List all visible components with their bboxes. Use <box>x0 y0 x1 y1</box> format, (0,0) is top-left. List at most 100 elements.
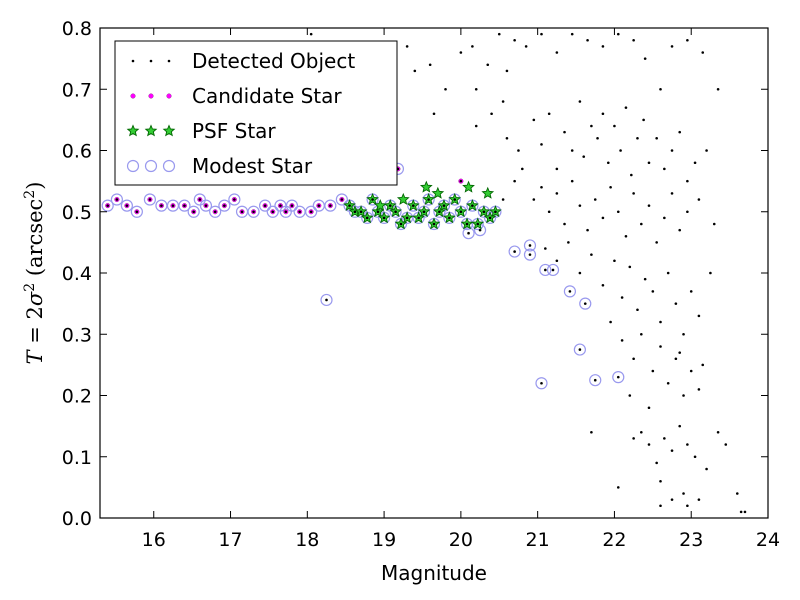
x-tick-label: 21 <box>526 529 550 551</box>
detected-object-point <box>348 204 351 207</box>
detected-object-point <box>606 161 610 165</box>
detected-object-point <box>438 210 441 214</box>
detected-object-point <box>513 179 516 183</box>
detected-object-point <box>619 149 622 152</box>
detected-object-point <box>555 51 559 54</box>
y-axis-label: T = 2σ2 (arcsec2) <box>22 182 47 365</box>
detected-object-point <box>601 112 605 116</box>
detected-object-point <box>643 277 647 281</box>
modest-star-point <box>508 245 521 258</box>
detected-object-point <box>705 149 708 152</box>
legend-swatch-detected <box>149 59 153 63</box>
modest-star-point <box>563 285 577 298</box>
modest-star-point <box>285 199 299 212</box>
detected-object-point <box>240 210 244 214</box>
detected-object-point <box>501 198 505 201</box>
detected-object-point <box>593 378 597 382</box>
detected-object-point <box>570 32 574 36</box>
detected-object-point <box>413 69 417 73</box>
modest-star-point <box>612 371 625 384</box>
detected-object-point <box>682 492 685 495</box>
detected-object-point <box>422 210 426 214</box>
detected-object-point <box>643 57 647 60</box>
detected-object-point <box>636 136 639 140</box>
detected-object-point <box>520 167 524 171</box>
legend-swatch-psf <box>144 124 158 137</box>
detected-object-point <box>298 210 301 214</box>
detected-object-point <box>501 100 505 103</box>
detected-object-point <box>705 467 708 471</box>
detected-object-point <box>686 210 689 214</box>
legend-swatch-detected <box>167 59 171 63</box>
x-tick-label: 17 <box>218 529 242 551</box>
x-tick-label: 24 <box>756 529 780 551</box>
detected-object-point <box>670 192 674 195</box>
detected-object-point <box>609 320 612 324</box>
detected-object-point <box>411 204 415 207</box>
detected-object-point <box>213 210 217 214</box>
detected-object-point <box>578 204 582 207</box>
modest-star-point <box>335 193 348 206</box>
detected-object-point <box>405 216 409 220</box>
detected-object-point <box>465 222 469 226</box>
detected-object-point <box>642 118 645 122</box>
modest-star-series <box>101 162 625 390</box>
detected-object-point <box>432 112 436 116</box>
detected-object-point <box>659 87 662 91</box>
detected-object-point <box>670 498 674 501</box>
detected-object-point <box>697 198 701 201</box>
modest-star-point <box>218 199 231 212</box>
y-label-eq: = 2 <box>23 306 47 350</box>
detected-object-point <box>632 437 635 440</box>
detected-object-point <box>693 161 697 165</box>
detected-object-point <box>317 204 321 207</box>
detected-object-point <box>471 204 474 207</box>
y-label-sup-1: 2 <box>22 283 38 292</box>
detected-object-point <box>476 222 480 226</box>
detected-object-point <box>160 204 163 207</box>
detected-object-point <box>689 369 693 373</box>
detected-object-point <box>382 216 386 220</box>
detected-object-point <box>570 179 574 183</box>
detected-object-point <box>593 198 597 201</box>
modest-star-point <box>579 297 592 310</box>
detected-object-point <box>482 210 486 214</box>
detected-object-point <box>417 216 420 220</box>
detected-object-point <box>601 283 605 287</box>
detected-object-point <box>524 45 528 48</box>
modest-star-point <box>305 205 318 218</box>
detected-object-point <box>640 332 643 336</box>
detected-object-point <box>716 430 720 434</box>
detected-object-point <box>682 394 685 397</box>
detected-object-point <box>697 314 701 318</box>
detected-object-point <box>532 118 536 122</box>
detected-object-point <box>693 455 697 459</box>
detected-object-point <box>628 394 632 397</box>
detected-object-point <box>678 130 682 134</box>
legend-label-modest: Modest Star <box>192 154 313 178</box>
detected-object-point <box>616 32 620 36</box>
detected-object-point <box>444 87 447 91</box>
y-label-T: T <box>23 348 47 364</box>
detected-object-point <box>674 302 678 305</box>
detected-object-point <box>651 369 655 373</box>
detected-object-point <box>513 38 516 42</box>
psf-star-point <box>481 186 495 199</box>
detected-object-point <box>674 357 678 361</box>
detected-object-point <box>325 298 328 302</box>
modest-star-point <box>178 199 191 212</box>
detected-object-point <box>739 510 743 514</box>
detected-object-point <box>647 443 651 446</box>
detected-object-point <box>613 259 616 263</box>
detected-object-point <box>596 136 599 140</box>
detected-object-point <box>555 259 559 263</box>
detected-object-point <box>125 204 129 207</box>
detected-object-point <box>630 173 633 177</box>
modest-star-point <box>143 193 157 206</box>
detected-object-point <box>632 38 635 42</box>
detected-object-point <box>555 167 559 171</box>
detected-object-point <box>192 210 195 214</box>
x-tick-label: 23 <box>679 529 703 551</box>
legend-label-detected: Detected Object <box>192 49 355 73</box>
detected-object-point <box>590 430 593 434</box>
